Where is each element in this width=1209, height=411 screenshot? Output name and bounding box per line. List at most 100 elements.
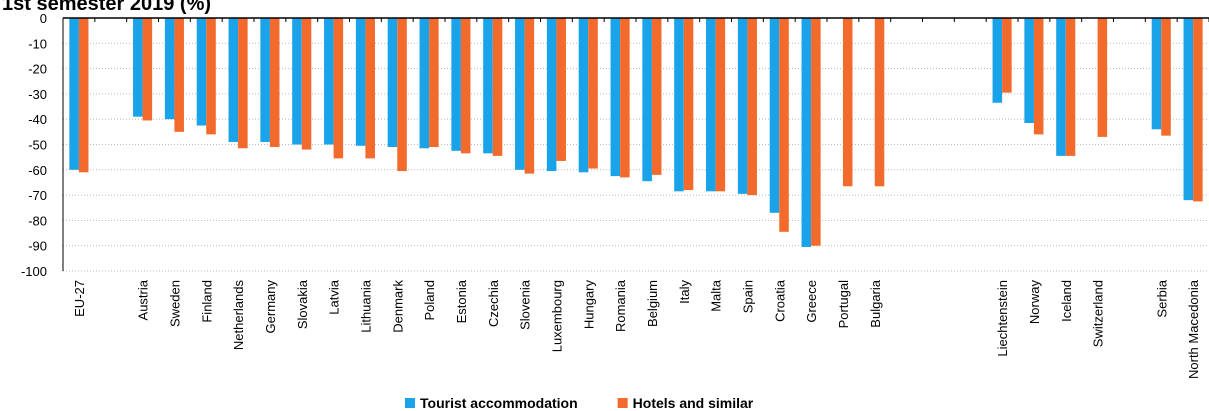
bar	[610, 18, 621, 177]
y-tick-label: -60	[28, 163, 47, 178]
bar	[483, 18, 493, 154]
bar	[397, 18, 407, 172]
bar	[642, 18, 652, 182]
x-tick-label: Iceland	[1059, 280, 1074, 322]
bar	[429, 18, 439, 148]
bar	[269, 18, 280, 148]
bar	[515, 18, 525, 170]
bar	[811, 18, 821, 246]
bar	[747, 18, 757, 196]
bar	[1193, 18, 1203, 202]
x-tick-label: Finland	[199, 280, 214, 323]
bar	[1097, 18, 1108, 137]
bar	[801, 18, 812, 247]
bar	[301, 18, 312, 150]
bar	[706, 18, 716, 192]
x-tick-label: Italy	[677, 280, 692, 304]
bar	[492, 18, 503, 156]
bar	[578, 18, 589, 173]
bar	[769, 18, 780, 213]
bar	[1056, 18, 1066, 156]
bar	[387, 18, 398, 148]
bar	[451, 18, 461, 151]
bar	[260, 18, 270, 142]
x-tick-label: EU-27	[72, 280, 87, 317]
bar	[651, 18, 662, 175]
x-tick-label: Austria	[136, 279, 151, 320]
bar	[1002, 18, 1012, 93]
x-tick-label: Hungary	[581, 280, 596, 330]
bar	[142, 18, 153, 121]
legend-label: Hotels and similar	[633, 395, 754, 411]
x-tick-label: Denmark	[390, 280, 405, 333]
x-tick-label: Belgium	[645, 280, 660, 327]
bar	[238, 18, 248, 149]
y-tick-label: -70	[28, 188, 47, 203]
y-tick-label: -40	[28, 112, 47, 127]
legend-label: Tourist accommodation	[420, 395, 578, 411]
x-tick-label: Lithuania	[358, 279, 373, 333]
bar	[133, 18, 143, 117]
bar	[588, 18, 598, 169]
chart-title: 1st semester 2019 (%)	[2, 0, 211, 15]
bar	[292, 18, 302, 145]
x-tick-label: Spain	[740, 280, 755, 313]
legend-swatch	[405, 398, 415, 408]
bar	[355, 18, 366, 146]
y-tick-label: -80	[28, 213, 47, 228]
bar	[206, 18, 216, 135]
x-tick-label: Romania	[613, 279, 628, 332]
bar	[737, 18, 748, 194]
x-tick-label: Poland	[422, 280, 437, 320]
bar	[842, 18, 853, 187]
x-tick-label: Netherlands	[231, 280, 246, 351]
bar	[1033, 18, 1044, 135]
bar	[460, 18, 471, 154]
bar	[333, 18, 344, 159]
bar	[874, 18, 885, 187]
x-tick-label: Czechia	[486, 279, 501, 327]
bar	[779, 18, 789, 232]
x-tick-label: Croatia	[772, 279, 787, 322]
bar	[715, 18, 726, 192]
legend-swatch	[617, 398, 628, 408]
x-tick-label: Bulgaria	[868, 279, 883, 327]
bar	[1024, 18, 1034, 123]
x-tick-label: Norway	[1027, 280, 1042, 325]
y-tick-label: 0	[40, 11, 47, 26]
bar	[1183, 18, 1194, 201]
bar	[620, 18, 630, 178]
y-tick-label: -30	[28, 87, 47, 102]
bar	[992, 18, 1003, 103]
x-tick-label: Germany	[263, 280, 278, 334]
bar	[69, 18, 79, 170]
bar	[228, 18, 239, 142]
bar	[1161, 18, 1171, 136]
y-tick-label: -50	[28, 138, 47, 153]
x-tick-label: Slovenia	[518, 279, 533, 330]
bar	[174, 18, 184, 132]
bar	[196, 18, 207, 126]
bar	[164, 18, 175, 120]
x-tick-label: Latvia	[327, 279, 342, 314]
bar	[419, 18, 430, 149]
bar	[78, 18, 89, 173]
bar	[524, 18, 535, 174]
bar	[683, 18, 694, 191]
x-tick-label: Portugal	[836, 280, 851, 329]
y-tick-label: -100	[21, 264, 47, 279]
y-tick-label: -20	[28, 62, 47, 77]
x-tick-label: North Macedonia	[1186, 279, 1201, 379]
x-tick-label: Sweden	[167, 280, 182, 327]
bar	[674, 18, 684, 192]
x-tick-label: Serbia	[1154, 279, 1169, 317]
bar	[324, 18, 334, 145]
x-tick-label: Estonia	[454, 279, 469, 323]
x-tick-label: Slovakia	[295, 279, 310, 329]
x-tick-label: Luxembourg	[549, 280, 564, 352]
bar	[365, 18, 375, 159]
bar	[1065, 18, 1076, 156]
bar	[1151, 18, 1162, 130]
bar	[546, 18, 557, 172]
